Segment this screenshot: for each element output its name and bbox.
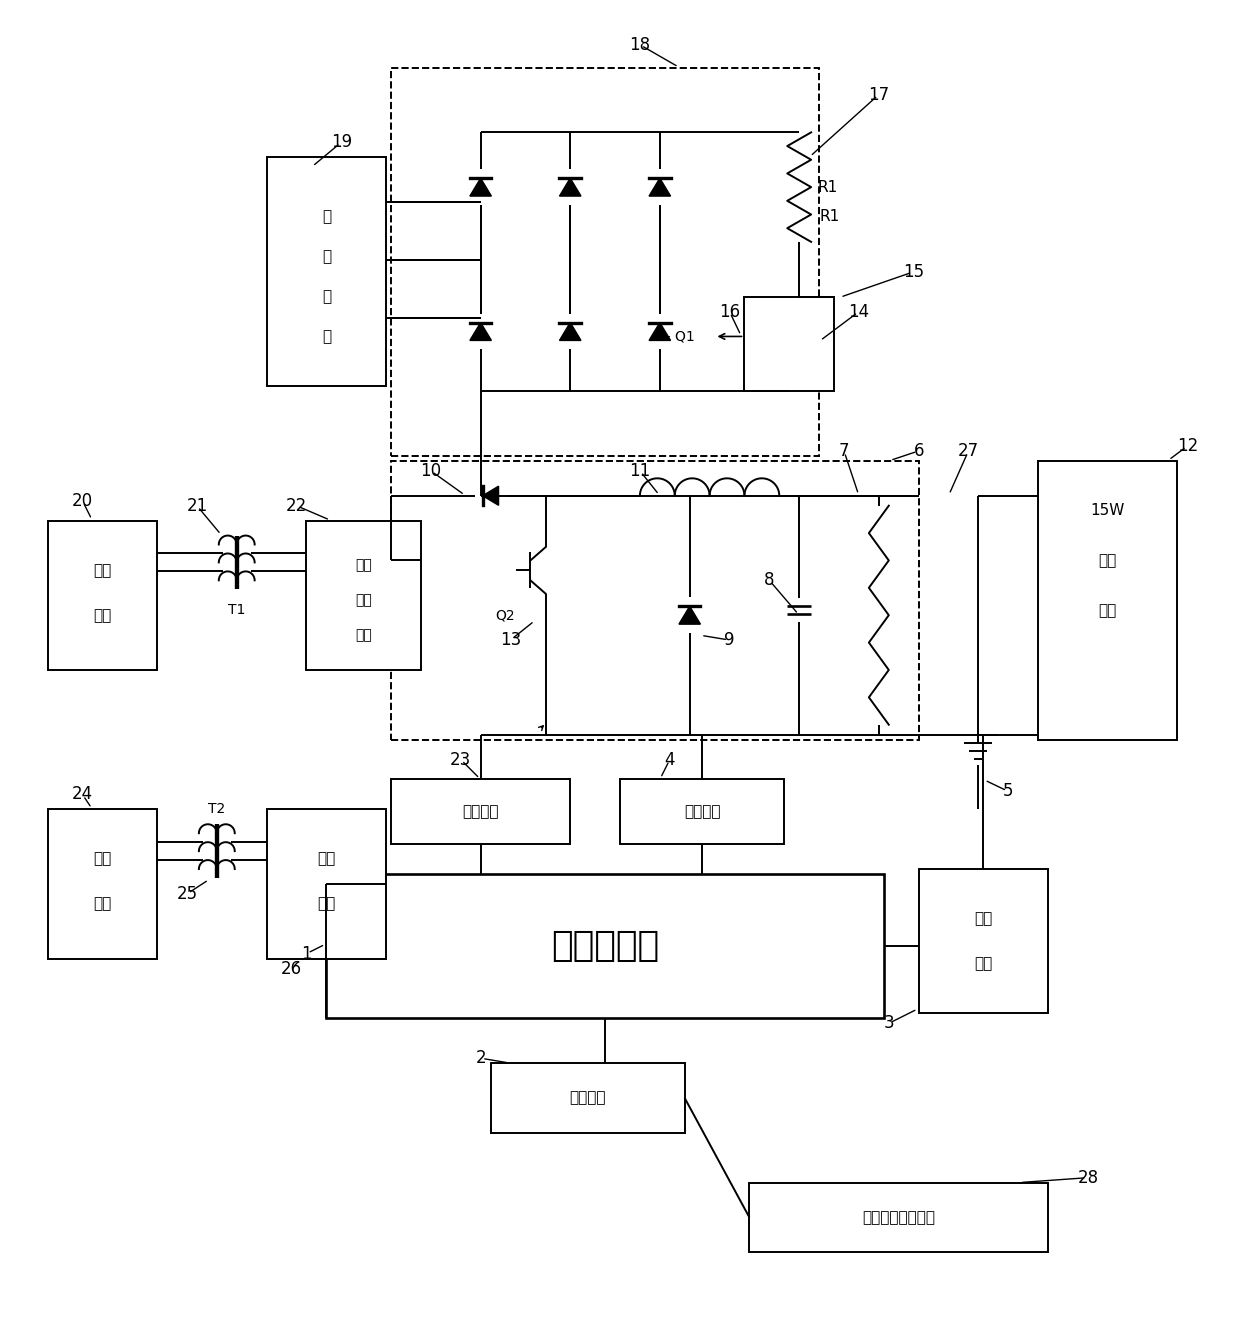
Text: 11: 11: [629, 462, 651, 479]
Text: 17: 17: [868, 86, 889, 104]
Text: 22: 22: [286, 497, 308, 515]
Polygon shape: [559, 178, 582, 196]
Bar: [749, 1183, 1048, 1252]
Text: 23: 23: [450, 751, 471, 769]
Text: 27: 27: [957, 443, 980, 460]
Text: 通信电路: 通信电路: [569, 1090, 606, 1105]
Text: ← Q1: ← Q1: [658, 329, 694, 344]
Text: 5: 5: [1003, 782, 1013, 801]
Text: 电压: 电压: [975, 911, 992, 926]
Bar: [491, 1063, 684, 1133]
Text: 数字控制器: 数字控制器: [551, 928, 660, 963]
Text: 18: 18: [630, 36, 651, 54]
Text: 弹体姿态解算装置: 弹体姿态解算装置: [862, 1210, 935, 1225]
Text: 6: 6: [914, 443, 924, 460]
Text: 14: 14: [848, 303, 869, 320]
Text: T2: T2: [208, 802, 226, 817]
Text: 功率: 功率: [1099, 553, 1117, 568]
Text: 4: 4: [665, 751, 675, 769]
Text: 13: 13: [500, 631, 521, 649]
Text: 整流: 整流: [356, 628, 372, 643]
Polygon shape: [482, 486, 498, 506]
Polygon shape: [470, 178, 491, 196]
Text: 19: 19: [331, 133, 352, 151]
Text: 12: 12: [1177, 437, 1198, 454]
Text: 不控: 不控: [356, 593, 372, 607]
Text: 绕组: 绕组: [93, 897, 112, 911]
Text: 驱动电路: 驱动电路: [684, 803, 720, 819]
Text: 检测: 检测: [975, 956, 992, 971]
Bar: [1038, 461, 1178, 740]
Text: 9: 9: [724, 631, 735, 649]
Bar: [919, 869, 1048, 1013]
Text: 3: 3: [883, 1014, 894, 1033]
Text: 24: 24: [72, 785, 93, 803]
Text: 15W: 15W: [1091, 503, 1125, 518]
Text: 检测: 检测: [93, 852, 112, 867]
Text: 10: 10: [420, 462, 441, 479]
Polygon shape: [680, 606, 701, 624]
Text: 26: 26: [281, 960, 303, 977]
Text: 绕组: 绕组: [93, 607, 112, 623]
Text: 检测: 检测: [317, 852, 336, 867]
Text: 控: 控: [321, 209, 331, 224]
Text: 2: 2: [475, 1050, 486, 1067]
Text: 16: 16: [719, 303, 740, 320]
Text: T1: T1: [228, 603, 246, 618]
Text: 绕: 绕: [321, 290, 331, 304]
Text: 15: 15: [903, 262, 924, 281]
Text: 20: 20: [72, 491, 93, 510]
Bar: [620, 780, 784, 844]
Bar: [326, 874, 884, 1018]
Polygon shape: [559, 323, 582, 340]
Bar: [267, 157, 386, 386]
Bar: [391, 67, 820, 456]
Text: 电路: 电路: [317, 897, 336, 911]
Text: 1: 1: [301, 944, 311, 963]
Bar: [267, 810, 386, 959]
Bar: [391, 780, 570, 844]
Bar: [47, 520, 157, 670]
Polygon shape: [649, 323, 671, 340]
Text: R1: R1: [820, 209, 839, 224]
Text: R1: R1: [817, 179, 837, 195]
Text: 制: 制: [321, 249, 331, 265]
Text: 8: 8: [764, 572, 775, 589]
Text: Q2: Q2: [496, 608, 516, 622]
Bar: [744, 296, 835, 391]
Polygon shape: [470, 323, 491, 340]
Text: 组: 组: [321, 329, 331, 344]
Text: 单相: 单相: [356, 558, 372, 573]
Text: 发电: 发电: [93, 562, 112, 578]
Text: 21: 21: [186, 497, 207, 515]
Bar: [391, 461, 919, 740]
Text: 7: 7: [838, 443, 849, 460]
Text: 25: 25: [176, 885, 197, 903]
Bar: [306, 520, 420, 670]
Polygon shape: [649, 178, 671, 196]
Bar: [47, 810, 157, 959]
Text: 输出: 输出: [1099, 603, 1117, 618]
Text: 稳压电源: 稳压电源: [463, 803, 498, 819]
Text: 28: 28: [1078, 1168, 1099, 1187]
